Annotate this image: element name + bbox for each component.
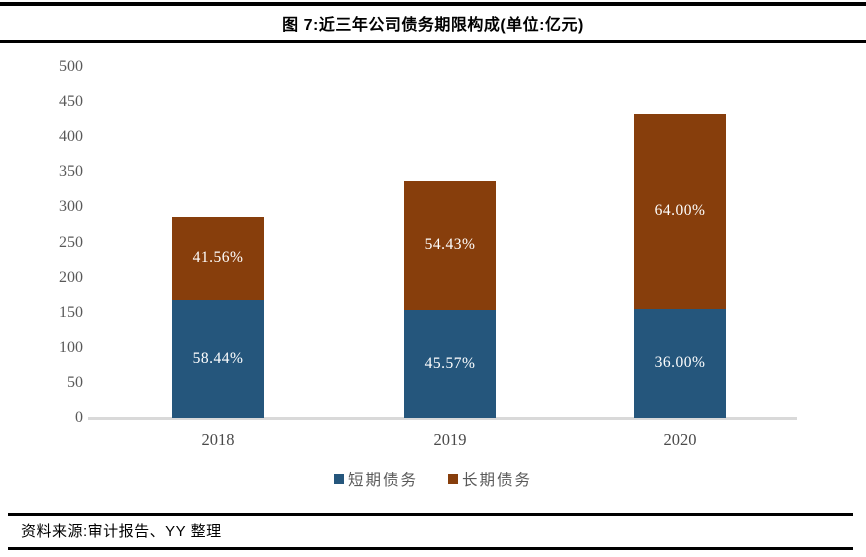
y-axis-tick-label: 300 xyxy=(59,198,83,216)
bar-segment-short-term-2019: 45.57% xyxy=(404,309,496,418)
y-axis-tick-label: 450 xyxy=(59,93,83,111)
legend-item-short-term-debt: 短期债务 xyxy=(333,468,418,490)
bar-percent-label: 36.00% xyxy=(654,354,706,372)
top-border-rule xyxy=(0,2,866,6)
figure-title: 图 7:近三年公司债务期限构成(单位:亿元) xyxy=(282,17,584,34)
y-axis-tick-label: 400 xyxy=(59,128,83,146)
legend-label: 短期债务 xyxy=(347,472,418,489)
bar-segment-long-term-2019: 54.43% xyxy=(404,180,496,310)
x-axis-category-label: 2018 xyxy=(201,430,235,449)
footer-bottom-rule xyxy=(8,547,853,550)
bar-percent-label: 58.44% xyxy=(192,350,244,368)
bar-percent-label: 64.00% xyxy=(654,202,706,220)
bar-percent-label: 41.56% xyxy=(192,249,244,267)
bar-segment-long-term-2020: 64.00% xyxy=(634,114,726,309)
source-note: 资料来源:审计报告、YY 整理 xyxy=(21,523,222,540)
y-axis-tick-label: 100 xyxy=(59,338,83,356)
y-axis-tick-label: 500 xyxy=(59,58,83,75)
y-axis-tick-label: 150 xyxy=(59,303,83,321)
footer-top-rule xyxy=(8,513,853,516)
title-underline-rule xyxy=(0,40,866,43)
bar-segment-short-term-2018: 58.44% xyxy=(172,300,264,418)
bar-percent-label: 54.43% xyxy=(424,236,476,254)
bar-percent-label: 45.57% xyxy=(424,354,476,372)
x-axis-category-label: 2019 xyxy=(433,430,467,449)
y-axis-tick-label: 0 xyxy=(75,409,83,426)
x-axis-category-label: 2020 xyxy=(663,430,697,449)
legend-label: 长期债务 xyxy=(462,472,533,489)
stacked-bar-chart: 500 450 400 350 300 250 200 150 100 50 0 58.44% 41.5… xyxy=(0,50,866,462)
y-axis-tick-label: 250 xyxy=(59,233,83,251)
y-axis-tick-label: 200 xyxy=(59,268,83,286)
bar-segment-long-term-2018: 41.56% xyxy=(172,216,264,301)
legend-swatch-icon xyxy=(333,474,344,484)
chart-legend: 短期债务 长期债务 xyxy=(0,468,866,490)
legend-item-long-term-debt: 长期债务 xyxy=(448,468,532,490)
x-axis-line xyxy=(88,417,797,420)
y-axis-tick-label: 50 xyxy=(67,373,83,391)
y-axis-tick-label: 350 xyxy=(59,163,83,181)
legend-swatch-icon xyxy=(448,474,458,484)
bar-segment-short-term-2020: 36.00% xyxy=(634,308,726,418)
